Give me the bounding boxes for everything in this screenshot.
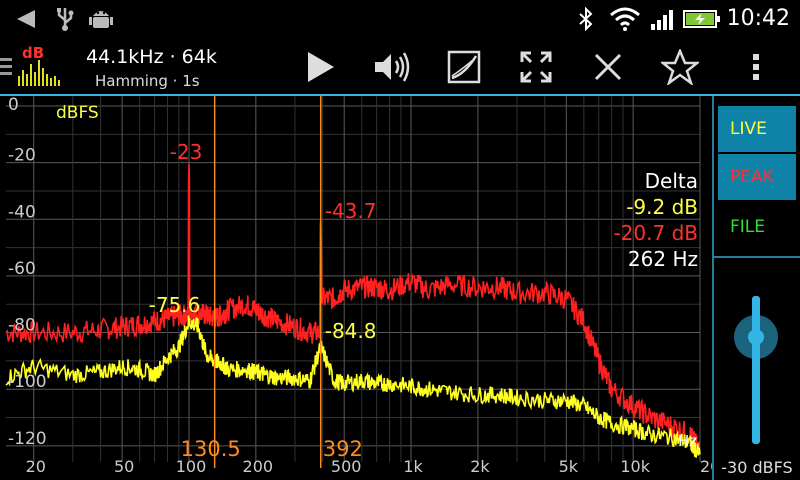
- y-tick-label: -100: [8, 372, 47, 392]
- marker-layer: 130.5 -23 -75.6 392 -43.7 -84.8: [149, 96, 377, 468]
- x-axis-label: Hz: [678, 432, 697, 450]
- curve-button[interactable]: [440, 44, 488, 90]
- y-axis-label: dBFS: [56, 103, 99, 123]
- y-tick-label: -60: [8, 259, 36, 279]
- gain-slider-thumb-core: [748, 329, 764, 346]
- y-tick-label: -80: [8, 316, 36, 336]
- fullscreen-button[interactable]: [512, 44, 560, 90]
- status-bar: 10:42: [0, 0, 800, 38]
- x-tick-label: 1k: [403, 457, 423, 476]
- fullscreen-icon: [520, 51, 552, 83]
- logo-text: dB: [22, 44, 45, 62]
- x-tick-label: 200: [243, 457, 274, 476]
- x-tick-label: 10k: [620, 457, 650, 476]
- x-tick-label: 100: [176, 457, 207, 476]
- play-button[interactable]: [296, 44, 344, 90]
- close-icon: [594, 53, 622, 81]
- action-bar: dB 44.1kHz · 64k Hamming · 1s: [0, 38, 800, 96]
- marker-red-label: -23: [170, 140, 203, 164]
- wifi-icon: [608, 0, 642, 38]
- volume-icon: [375, 52, 410, 82]
- file-button[interactable]: FILE: [718, 204, 796, 250]
- side-panel: LIVE PEAK FILE -30 dBFS: [712, 96, 800, 480]
- battery-charging-icon: [682, 0, 722, 38]
- overflow-menu-button[interactable]: [732, 44, 780, 90]
- signal-icon: [648, 0, 678, 38]
- side-divider: [714, 256, 800, 258]
- bluetooth-icon: [574, 0, 598, 38]
- gain-slider-thumb[interactable]: [734, 315, 778, 360]
- marker-freq-label: 392: [323, 437, 363, 461]
- live-button[interactable]: LIVE: [718, 106, 796, 152]
- overflow-icon: [753, 54, 759, 80]
- marker-red-label: -43.7: [325, 199, 377, 223]
- gain-label: -30 dBFS: [721, 458, 793, 477]
- delta-title: Delta: [645, 169, 698, 193]
- delta-red: -20.7 dB: [613, 221, 698, 245]
- x-tick-label: 5k: [559, 457, 579, 476]
- close-button[interactable]: [584, 44, 632, 90]
- play-icon: [308, 52, 334, 82]
- star-icon: [661, 49, 699, 85]
- grid: [6, 96, 701, 462]
- android-debug-icon: [86, 0, 116, 38]
- y-tick-label: -20: [8, 146, 36, 166]
- y-tick-label: -40: [8, 202, 36, 222]
- gain-slider-track[interactable]: [752, 296, 760, 444]
- curve-icon: [447, 50, 481, 84]
- delta-freq: 262 Hz: [628, 247, 698, 271]
- spectrum-plot[interactable]: 130.5 -23 -75.6 392 -43.7 -84.8 0 -20 -40 -60 -80…: [0, 96, 712, 480]
- volume-button[interactable]: [368, 44, 416, 90]
- tick-layer: 0 -20 -40 -60 -80 -100 -120 20 50 100 200 500 1k 2k 5k…: [8, 96, 712, 476]
- x-tick-label: 50: [114, 457, 134, 476]
- y-tick-label: -120: [8, 429, 47, 449]
- app-logo[interactable]: dB: [0, 44, 70, 90]
- usb-icon: [50, 0, 80, 38]
- back-icon: [10, 0, 42, 38]
- window-text: Hamming · 1s: [95, 72, 200, 90]
- x-tick-label: 500: [331, 457, 362, 476]
- y-tick-label: 0: [8, 96, 19, 115]
- x-tick-label: 20k: [700, 457, 712, 476]
- x-tick-label: 20: [26, 457, 46, 476]
- marker-yellow-label: -84.8: [325, 319, 377, 343]
- x-tick-label: 2k: [470, 457, 490, 476]
- peak-button[interactable]: PEAK: [718, 154, 796, 200]
- delta-yellow: -9.2 dB: [626, 195, 698, 219]
- sample-rate-text: 44.1kHz · 64k: [86, 46, 217, 68]
- clock: 10:42: [726, 6, 790, 31]
- favorite-button[interactable]: [656, 44, 704, 90]
- marker-freq-label: 130.5: [181, 437, 241, 461]
- delta-readout: Delta -9.2 dB -20.7 dB 262 Hz: [613, 169, 698, 271]
- marker-yellow-label: -75.6: [149, 293, 201, 317]
